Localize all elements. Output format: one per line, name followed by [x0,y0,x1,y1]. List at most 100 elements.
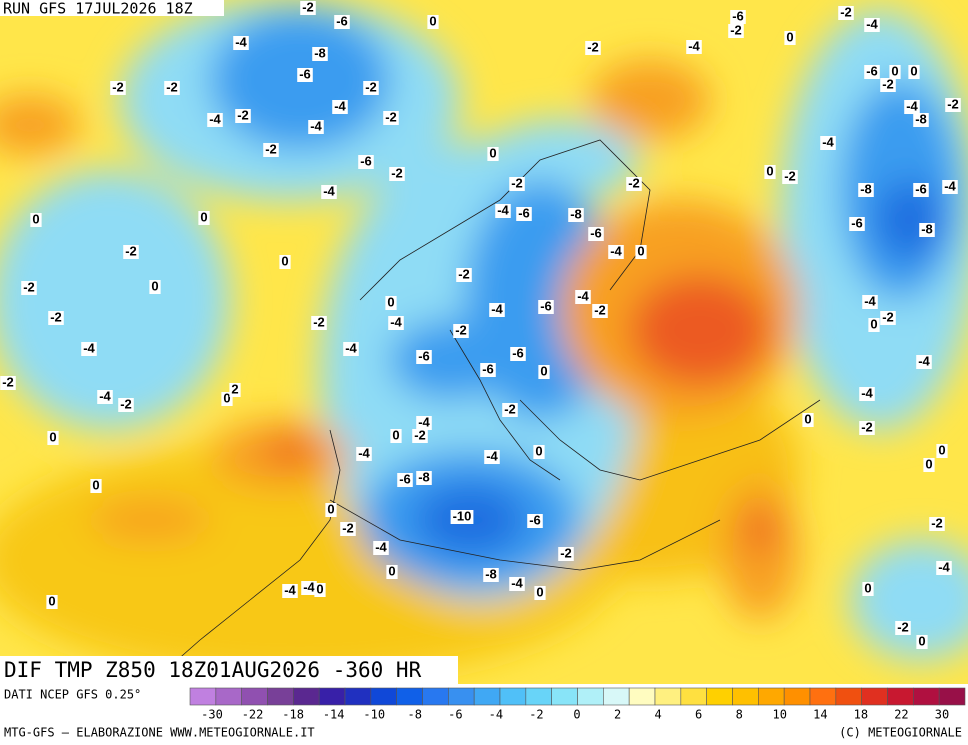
contour-label: 0 [388,563,395,578]
contour-label: -2 [112,79,124,94]
contour-label: 0 [637,243,644,258]
legend-swatch [603,687,630,706]
contour-label: -4 [334,98,346,113]
legend-tick-label: 2 [614,708,621,722]
legend-swatch [706,687,733,706]
contour-label-bg [480,363,496,377]
contour-label-bg [859,387,875,401]
legend-swatch [577,687,604,706]
contour-label-bg [936,444,948,458]
contour-label-bg [527,514,543,528]
contour-label: -2 [784,168,796,183]
contour-label: -2 [560,545,572,560]
contour-label-bg [389,167,405,181]
contour-label: 0 [938,442,945,457]
contour-label-bg [489,303,505,317]
run-box [0,0,224,16]
contour-label-bg [538,365,550,379]
contour-label: 2 [231,381,238,396]
contour-label: -4 [577,288,589,303]
contour-label: -4 [861,385,873,400]
contour-label-bg [325,503,337,517]
contour-label: 0 [536,584,543,599]
copyright-text: (C) METEOGIORNALE [839,726,962,740]
contour-label-bg [427,15,439,29]
legend-tick-label: 10 [773,708,787,722]
legend-tick-label: -8 [408,708,422,722]
contour-label: 0 [766,163,773,178]
contour-label-bg [412,429,428,443]
contour-label-bg [568,208,584,222]
contour-label: -4 [99,388,111,403]
contour-label: -4 [866,16,878,31]
legend-tick-label: 8 [736,708,743,722]
contour-label-bg [416,350,432,364]
contour-label-bg [198,211,210,225]
contour-label: 0 [891,63,898,78]
contour-label: -4 [822,134,834,149]
contour-label-bg [858,183,874,197]
contour-label-bg [516,207,532,221]
contour-label-bg [81,342,97,356]
contour-label: 0 [864,580,871,595]
contour-label-bg [340,522,356,536]
contour-label: -6 [518,205,530,220]
contour-label: -6 [512,345,524,360]
contour-label: -2 [628,175,640,190]
contour-label-bg [229,383,241,397]
contour-label: 0 [535,443,542,458]
contour-label-bg [880,78,896,92]
contour-label-bg [510,347,526,361]
contour-label-bg [48,311,64,325]
contour-label: 0 [223,390,230,405]
contour-label: -8 [570,206,582,221]
contour-label-bg [585,41,601,55]
legend-swatch [189,687,217,706]
contour-label-bg [487,147,499,161]
contour-label-bg [923,458,935,472]
contour-label: -2 [120,396,132,411]
contour-label-bg [782,170,798,184]
contour-label: 0 [910,63,917,78]
contour-label: -6 [360,153,372,168]
legend-swatch [448,687,475,706]
contour-label-bg [849,217,865,231]
contour-label-bg [889,65,901,79]
contour-label-bg [314,583,326,597]
legend-swatch [473,687,501,706]
contour-label: -2 [504,401,516,416]
contour-label: -4 [918,353,930,368]
contour-label: -4 [486,448,498,463]
contour-label-bg [149,280,161,294]
contour-label-bg [784,31,796,45]
contour-label: -4 [235,34,247,49]
contour-label: 0 [918,633,925,648]
contour-label: -6 [851,215,863,230]
contour-label-bg [502,403,518,417]
contour-label: 0 [429,13,436,28]
contour-label: -4 [497,202,509,217]
legend-swatch [861,687,888,706]
legend-swatch [241,687,268,706]
contour-label-bg [820,136,836,150]
color-legend: -30 -22 -18 -14 -10 -8 -6 -4 -2 0 2 4 6 8 10 14 18 22 30 [189,687,966,722]
contour-label-bg [221,392,233,406]
contour-label: -6 [915,181,927,196]
contour-label: -2 [594,302,606,317]
contour-label-bg [936,561,952,575]
contour-label-bg [916,635,928,649]
contour-label: 0 [200,209,207,224]
contour-label-bg [728,24,744,38]
contour-label-bg [386,565,398,579]
contour-label: 0 [92,477,99,492]
contour-label: -4 [345,340,357,355]
contour-label-bg [388,316,404,330]
legend-swatch [680,687,707,706]
contour-label: -8 [314,45,326,60]
contour-label: 0 [32,211,39,226]
contour-label: -4 [209,111,221,126]
contour-label: -2 [458,266,470,281]
contour-label-bg [390,429,402,443]
contour-label-bg [916,355,932,369]
